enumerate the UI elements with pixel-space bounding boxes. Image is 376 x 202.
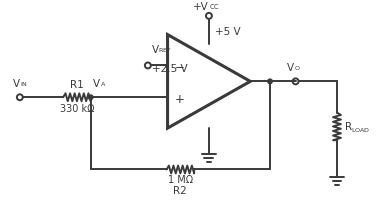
Text: +5 V: +5 V: [215, 26, 241, 36]
Text: V: V: [13, 79, 20, 89]
Text: R: R: [345, 122, 352, 132]
Text: +: +: [174, 92, 184, 105]
Text: −: −: [174, 61, 184, 74]
Text: V: V: [93, 79, 100, 89]
Text: $_{\mathregular{O}}$: $_{\mathregular{O}}$: [294, 64, 300, 73]
Text: $_{\mathregular{CC}}$: $_{\mathregular{CC}}$: [209, 2, 220, 12]
Text: 330 kΩ: 330 kΩ: [60, 104, 94, 114]
Circle shape: [267, 79, 273, 85]
Text: V: V: [152, 44, 159, 54]
Text: $_{\mathregular{A}}$: $_{\mathregular{A}}$: [100, 80, 106, 89]
Text: R2: R2: [173, 185, 187, 195]
Text: $_{\mathregular{REF}}$: $_{\mathregular{REF}}$: [158, 45, 171, 54]
Text: +V: +V: [193, 2, 209, 12]
Text: 1 MΩ: 1 MΩ: [168, 175, 193, 184]
Circle shape: [88, 95, 94, 101]
Text: V: V: [287, 63, 294, 73]
Text: R1: R1: [70, 80, 84, 90]
Text: $_{\mathregular{LOAD}}$: $_{\mathregular{LOAD}}$: [351, 125, 370, 134]
Text: +2.5 V: +2.5 V: [152, 64, 187, 74]
Text: $_{\mathregular{IN}}$: $_{\mathregular{IN}}$: [20, 80, 28, 89]
